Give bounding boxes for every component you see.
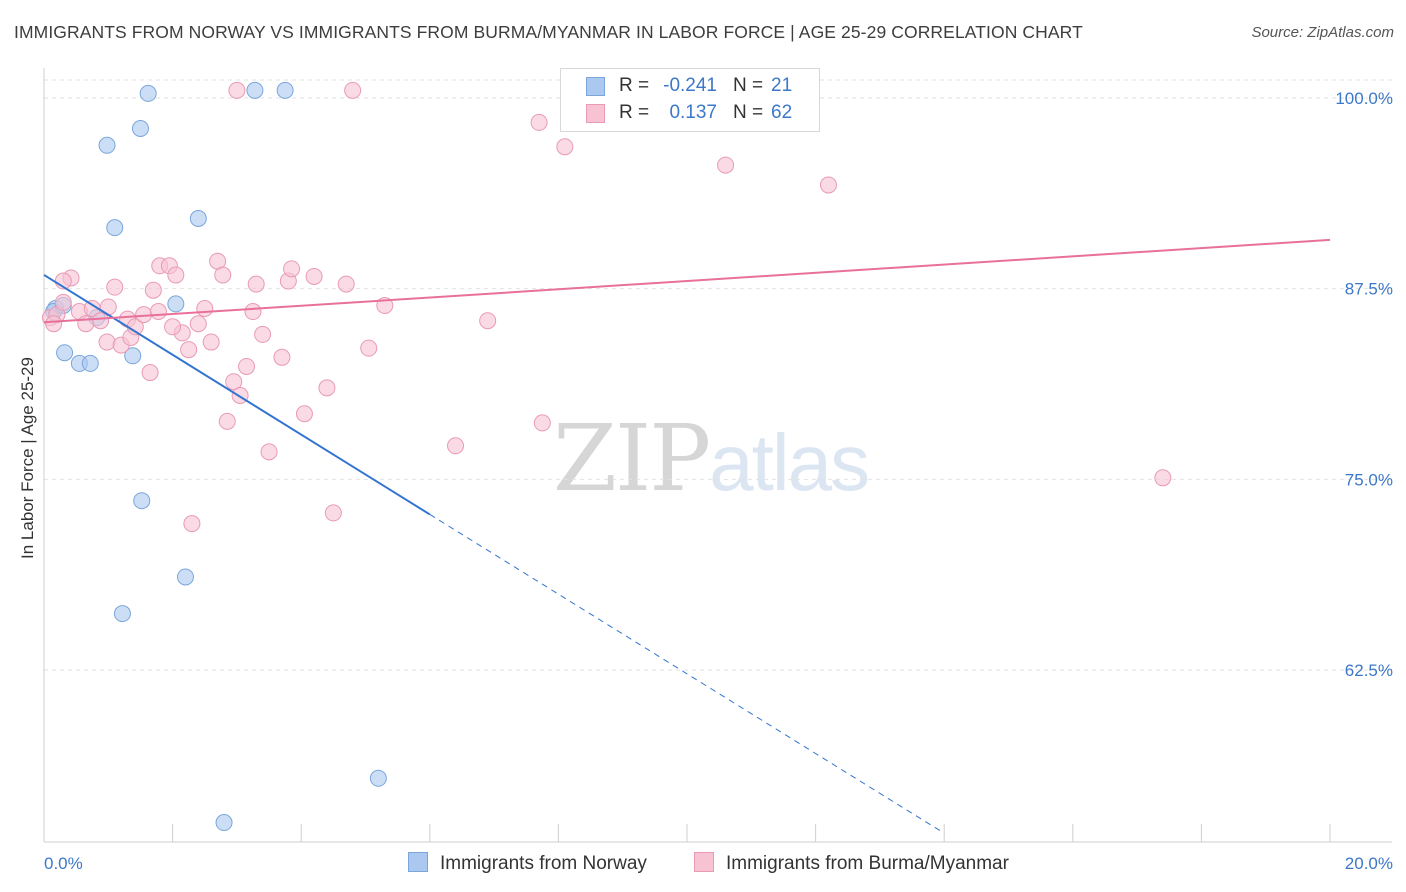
- y-tick-label: 62.5%: [1345, 661, 1393, 680]
- x-tick-label: 0.0%: [44, 854, 83, 873]
- burma-point: [530, 113, 548, 131]
- burma-point: [556, 138, 574, 156]
- burma-point: [167, 266, 185, 284]
- watermark-atlas: atlas: [709, 418, 870, 507]
- burma-point: [149, 303, 167, 321]
- burma-point: [447, 437, 465, 455]
- legend-swatch-burma: [586, 104, 605, 123]
- norway-point: [176, 568, 194, 586]
- norway-point: [131, 120, 149, 138]
- burma-point: [228, 81, 246, 99]
- burma-point: [54, 293, 72, 311]
- chart-title: IMMIGRANTS FROM NORWAY VS IMMIGRANTS FRO…: [14, 22, 1083, 42]
- burma-point: [141, 364, 159, 382]
- burma-point: [202, 333, 220, 351]
- burma-point: [164, 318, 182, 336]
- series-label-norway: Immigrants from Norway: [440, 853, 647, 874]
- burma-point: [92, 312, 110, 330]
- y-axis-label: In Labor Force | Age 25-29: [18, 357, 37, 559]
- correlation-legend: R = -0.241 N = 21 R = 0.137 N = 62: [560, 68, 820, 132]
- norway-point: [246, 81, 264, 99]
- burma-point: [1154, 469, 1172, 487]
- legend-r-value-norway: -0.241: [663, 75, 717, 96]
- norway-point: [189, 210, 207, 228]
- legend-n-value-burma: 62: [771, 102, 793, 123]
- legend-n-value-norway: 21: [771, 75, 793, 96]
- norway-point: [167, 295, 185, 313]
- watermark: ZIPatlas: [553, 405, 870, 512]
- burma-point: [106, 278, 124, 296]
- burma-point: [254, 325, 272, 343]
- burma-point: [533, 414, 551, 432]
- burma-point: [717, 156, 735, 174]
- burma-point: [99, 298, 117, 316]
- watermark-zip: ZIP: [553, 405, 711, 512]
- series-legend-norway: Immigrants from Norway: [408, 852, 647, 875]
- burma-point: [273, 348, 291, 366]
- norway-point: [369, 769, 387, 787]
- y-tick-label: 100.0%: [1335, 89, 1393, 108]
- burma-point: [225, 373, 243, 391]
- burma-point: [324, 504, 342, 522]
- burma-point: [196, 299, 214, 317]
- norway-point: [276, 81, 294, 99]
- norway-point: [124, 347, 142, 365]
- y-tick-label: 87.5%: [1345, 280, 1393, 299]
- legend-swatch-norway: [586, 77, 605, 96]
- burma-point: [360, 339, 378, 357]
- burma-point: [144, 281, 162, 299]
- series-swatch-norway: [408, 852, 428, 872]
- norway-point: [133, 492, 151, 510]
- legend-n-label: N =: [733, 102, 764, 123]
- burma-point: [189, 315, 207, 333]
- burma-point: [318, 379, 336, 397]
- norway-point: [56, 344, 74, 362]
- burma-point: [98, 333, 116, 351]
- burma-point: [244, 303, 262, 321]
- norway-point: [113, 605, 131, 623]
- legend-row-burma: R = 0.137 N = 62: [561, 100, 819, 127]
- burma-point: [337, 275, 355, 293]
- legend-r-label: R =: [619, 102, 650, 123]
- burma-point: [479, 312, 497, 330]
- legend-r-value-burma: 0.137: [669, 102, 717, 123]
- burma-trend-line: [43, 238, 1331, 324]
- legend-r-label: R =: [619, 75, 650, 96]
- norway-trend-line: [43, 274, 431, 516]
- burma-point: [305, 267, 323, 285]
- legend-n-label: N =: [733, 75, 764, 96]
- source-label: Source: ZipAtlas.com: [1251, 24, 1394, 41]
- burma-point: [295, 405, 313, 423]
- burma-point: [247, 275, 265, 293]
- series-label-burma: Immigrants from Burma/Myanmar: [726, 853, 1009, 874]
- burma-point: [180, 341, 198, 359]
- burma-point: [238, 357, 256, 375]
- norway-trend-extension: [429, 513, 945, 834]
- burma-point: [45, 315, 63, 333]
- series-legend-burma: Immigrants from Burma/Myanmar: [694, 852, 1009, 875]
- burma-point: [77, 315, 95, 333]
- norway-point: [98, 136, 116, 154]
- burma-point: [819, 176, 837, 194]
- norway-point: [81, 354, 99, 372]
- burma-point: [344, 81, 362, 99]
- legend-row-norway: R = -0.241 N = 21: [561, 73, 819, 100]
- burma-point: [283, 260, 301, 278]
- burma-point: [260, 443, 278, 461]
- burma-point: [183, 515, 201, 533]
- norway-point: [139, 84, 157, 102]
- norway-point: [215, 814, 233, 832]
- burma-point: [218, 412, 236, 430]
- norway-point: [106, 219, 124, 237]
- y-tick-label: 75.0%: [1345, 470, 1393, 489]
- series-swatch-burma: [694, 852, 714, 872]
- burma-point: [214, 266, 232, 284]
- x-tick-label: 20.0%: [1345, 854, 1393, 873]
